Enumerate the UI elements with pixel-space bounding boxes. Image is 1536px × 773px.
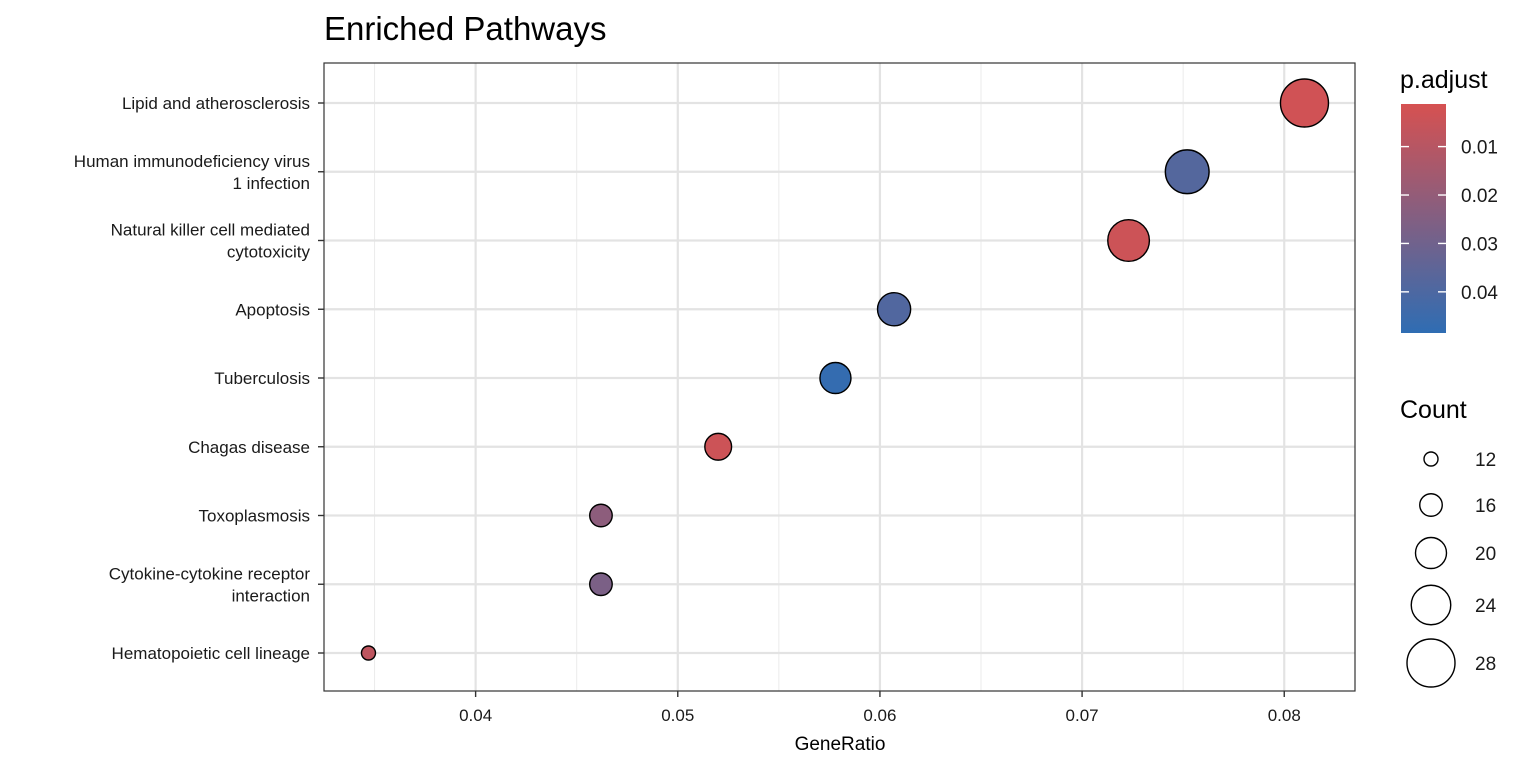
y-tick-label: Apoptosis	[235, 300, 310, 319]
color-legend-label: 0.01	[1461, 138, 1498, 159]
data-point	[704, 432, 733, 461]
data-point	[1164, 149, 1210, 195]
y-tick-label: Hematopoietic cell lineage	[112, 644, 310, 663]
data-point	[360, 645, 377, 661]
y-tick-label-line: Cytokine-cytokine receptor	[109, 564, 311, 583]
y-tick-label: Human immunodeficiency virus 1 infection	[74, 152, 310, 193]
size-legend-label: 28	[1475, 654, 1496, 675]
color-legend-title: p.adjust	[1400, 66, 1488, 94]
data-point	[589, 503, 613, 528]
y-tick-label: Lipid and atherosclerosis	[122, 94, 310, 113]
y-tick-label-line: Apoptosis	[235, 300, 310, 319]
size-legend-title: Count	[1400, 396, 1467, 424]
data-point	[589, 572, 613, 597]
y-tick-label: Toxoplasmosis	[199, 507, 311, 526]
panel-border	[323, 62, 1356, 692]
size-legend-label: 16	[1475, 496, 1496, 517]
legend: p.adjust Count 0.01 0.02 0.03 0.04 12 16 20 24 2…	[1400, 66, 1498, 688]
y-tick-label: Cytokine-cytokine receptor interaction	[109, 564, 311, 605]
plot-panel: 0.04 0.05 0.06 0.07 0.08 Lipid and atheroscle…	[74, 62, 1356, 725]
x-tick-label: 0.04	[459, 706, 492, 725]
y-tick-label-line: Hematopoietic cell lineage	[112, 644, 310, 663]
size-legend-circle	[1423, 451, 1439, 467]
x-tick-label: 0.06	[863, 706, 896, 725]
color-legend-label: 0.04	[1461, 283, 1498, 304]
color-legend-label: 0.02	[1461, 186, 1498, 207]
y-tick-label-line: Toxoplasmosis	[199, 507, 311, 526]
size-legend-circle	[1410, 584, 1452, 626]
data-point	[1279, 78, 1330, 128]
size-legend-circle	[1414, 536, 1448, 570]
y-tick-label-line: Lipid and atherosclerosis	[122, 94, 310, 113]
size-legend-circle	[1406, 638, 1456, 688]
y-tick-label-line: Human immunodeficiency virus	[74, 152, 310, 171]
y-tick-label-line: Natural killer cell mediated	[111, 221, 310, 240]
data-point	[1107, 218, 1151, 263]
x-tick-label: 0.08	[1268, 706, 1301, 725]
x-tick-label: 0.07	[1066, 706, 1099, 725]
y-tick-label-line: Tuberculosis	[214, 369, 310, 388]
color-bar	[1401, 104, 1446, 333]
size-legend-label: 12	[1475, 450, 1496, 471]
size-legend-label: 24	[1475, 596, 1497, 617]
x-tick-label: 0.05	[661, 706, 694, 725]
x-axis-label: GeneRatio	[795, 734, 886, 755]
color-legend-label: 0.03	[1461, 234, 1498, 255]
data-point	[819, 361, 852, 395]
y-tick-label: Tuberculosis	[214, 369, 310, 388]
size-legend-circle	[1419, 493, 1443, 517]
y-tick-label-line: cytotoxicity	[227, 243, 311, 262]
y-tick-label-line: 1 infection	[233, 174, 311, 193]
data-point	[876, 291, 912, 327]
y-tick-label-line: Chagas disease	[188, 438, 310, 457]
y-tick-label: Natural killer cell mediated cytotoxicity	[111, 221, 311, 262]
y-tick-label-line: interaction	[232, 586, 310, 605]
y-tick-label: Chagas disease	[188, 438, 310, 457]
size-legend-label: 20	[1475, 544, 1496, 565]
chart-title: Enriched Pathways	[324, 10, 606, 47]
